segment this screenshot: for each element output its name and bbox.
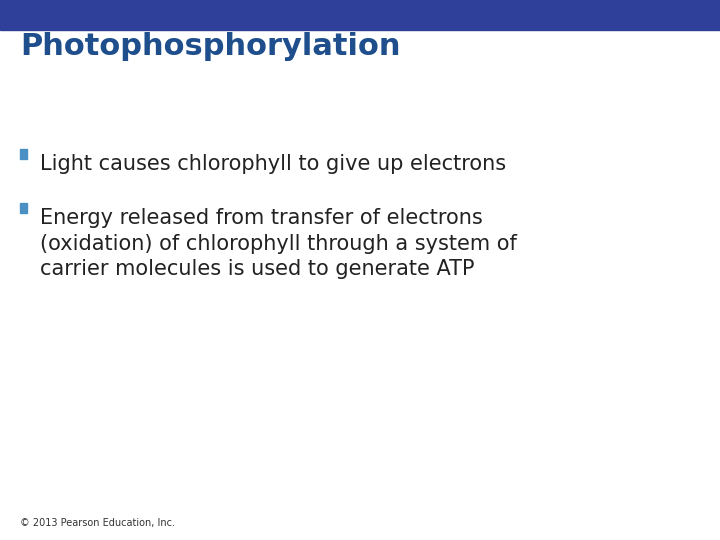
Text: © 2013 Pearson Education, Inc.: © 2013 Pearson Education, Inc. (20, 518, 175, 528)
Bar (20, 203, 27, 213)
Text: Light causes chlorophyll to give up electrons: Light causes chlorophyll to give up elec… (40, 154, 505, 174)
Bar (20, 149, 27, 159)
Text: Photophosphorylation: Photophosphorylation (20, 32, 400, 62)
Text: Energy released from transfer of electrons
(oxidation) of chlorophyll through a : Energy released from transfer of electro… (40, 208, 516, 279)
Bar (0, 0, 720, 30)
